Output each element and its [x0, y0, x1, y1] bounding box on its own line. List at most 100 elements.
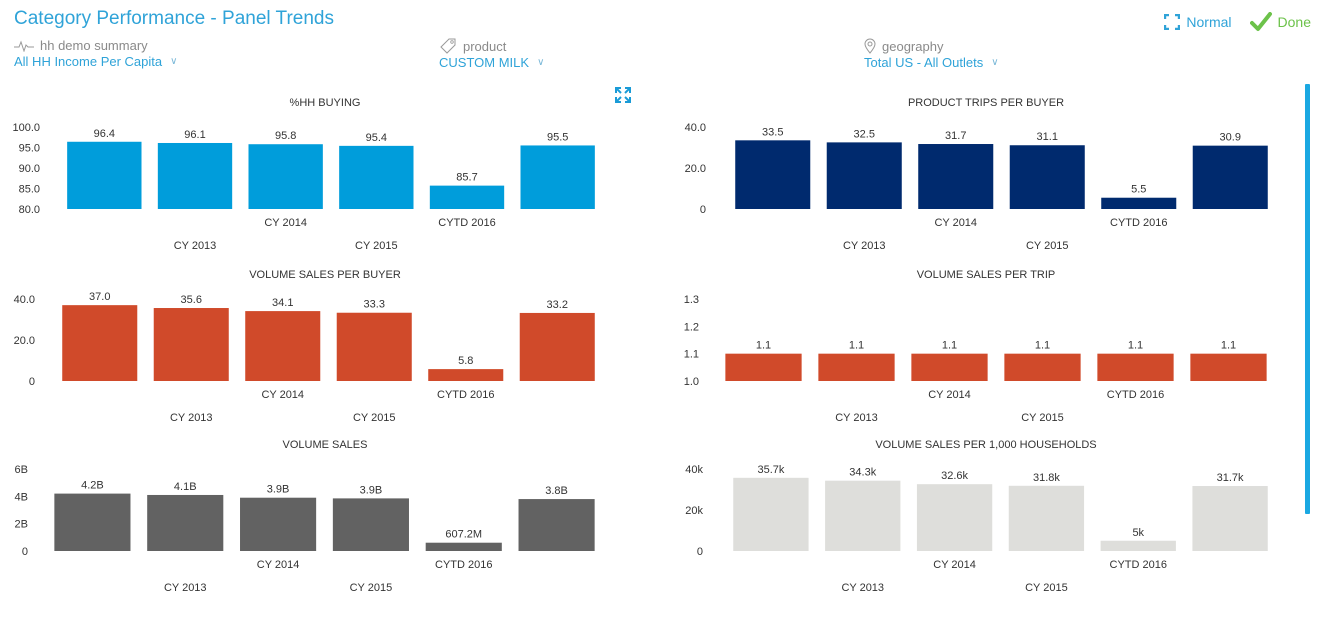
bar: [339, 145, 414, 209]
bar: [336, 312, 412, 381]
chart-volume-sales-per-trip: VOLUME SALES PER TRIP 1.0 1.1 1.2 1.3 1.1 1.1 C…: [684, 269, 1267, 424]
value-label: 34.3k: [849, 467, 876, 479]
x-tick-label: CYTD 2016: [1110, 217, 1167, 229]
bar: [240, 497, 317, 551]
x-tick-label: CY 2015: [350, 582, 393, 594]
value-label: 1.1: [1035, 340, 1050, 352]
vertical-scrollbar[interactable]: [1305, 84, 1310, 514]
expand-chart-button[interactable]: [615, 87, 631, 108]
bar: [62, 305, 138, 381]
product-dropdown[interactable]: CUSTOM MILK ∨: [439, 55, 544, 70]
value-label: 96.4: [94, 128, 115, 140]
bar: [1004, 353, 1081, 381]
fullscreen-brackets-icon: [1164, 14, 1181, 30]
bar: [818, 353, 895, 381]
value-label: 85.7: [456, 172, 477, 184]
chart-volume-sales-per-buyer: VOLUME SALES PER BUYER 0 20.0 40.0 37.0 35.6 C…: [14, 269, 595, 424]
value-label: 31.8k: [1033, 472, 1060, 484]
y-tick-label: 4B: [15, 491, 28, 503]
pulse-icon: [14, 40, 34, 52]
value-label: 1.1: [1128, 340, 1143, 352]
value-label: 34.1: [272, 297, 293, 309]
bar: [245, 311, 321, 381]
y-tick-label: 6B: [15, 464, 28, 476]
x-tick-label: CY 2015: [1021, 412, 1064, 424]
chevron-down-icon: ∨: [991, 57, 999, 68]
bar: [425, 542, 502, 551]
checkmark-icon: [1249, 12, 1272, 31]
chart-title: PRODUCT TRIPS PER BUYER: [908, 97, 1064, 109]
y-tick-label: 80.0: [19, 204, 40, 216]
filter-label: product: [463, 38, 507, 54]
geography-dropdown[interactable]: Total US - All Outlets ∨: [864, 55, 999, 70]
location-pin-icon: [864, 38, 876, 54]
x-tick-label: CY 2014: [264, 217, 307, 229]
normal-view-button[interactable]: Normal: [1164, 14, 1232, 30]
page-title: Category Performance - Panel Trends: [14, 8, 334, 29]
value-label: 35.6: [181, 294, 202, 306]
y-tick-label: 1.0: [684, 376, 699, 388]
y-tick-label: 2B: [15, 519, 28, 531]
expand-arrows-icon: [615, 87, 631, 103]
bar: [1192, 486, 1268, 551]
bar: [1192, 145, 1268, 209]
value-label: 32.6k: [941, 470, 968, 482]
chart-volume-sales: VOLUME SALES 0 2B 4B 6B 4.2B 4.1B CY 2013 3.9B CY…: [15, 439, 595, 594]
bar: [248, 144, 323, 209]
value-label: 5k: [1132, 527, 1144, 539]
bar: [1100, 540, 1176, 551]
hh-demo-dropdown[interactable]: All HH Income Per Capita ∨: [14, 54, 177, 69]
tag-icon: [440, 38, 456, 54]
y-tick-label: 1.1: [684, 349, 699, 361]
bar: [911, 353, 988, 381]
filter-geography: geography Total US - All Outlets ∨: [864, 38, 999, 71]
x-tick-label: CYTD 2016: [435, 559, 492, 571]
done-button[interactable]: Done: [1249, 12, 1311, 32]
y-tick-label: 40.0: [14, 294, 35, 306]
x-tick-label: CY 2014: [928, 389, 971, 401]
x-tick-label: CY 2015: [1025, 582, 1068, 594]
value-label: 95.4: [366, 132, 387, 144]
x-tick-label: CY 2014: [257, 559, 300, 571]
chart-title: %HH BUYING: [290, 97, 361, 109]
x-tick-label: CY 2013: [841, 582, 884, 594]
x-tick-label: CY 2015: [355, 240, 398, 252]
y-tick-label: 90.0: [19, 163, 40, 175]
bar: [147, 494, 224, 551]
value-label: 31.7k: [1217, 472, 1244, 484]
normal-label: Normal: [1186, 14, 1232, 30]
filter-value: Total US - All Outlets: [864, 55, 984, 70]
y-tick-label: 0: [697, 546, 703, 558]
bar: [733, 477, 809, 551]
value-label: 33.3: [364, 299, 385, 311]
filter-label: geography: [882, 38, 944, 54]
x-tick-label: CY 2014: [933, 559, 976, 571]
chart-title: VOLUME SALES PER TRIP: [917, 269, 1056, 281]
bar: [725, 353, 802, 381]
value-label: 33.5: [762, 126, 783, 138]
y-tick-label: 20k: [685, 505, 703, 517]
y-tick-label: 1.2: [684, 321, 699, 333]
bar: [1097, 353, 1174, 381]
y-tick-label: 40.0: [685, 122, 706, 134]
value-label: 35.7k: [757, 464, 784, 476]
filter-hh-demo: hh demo summary All HH Income Per Capita…: [14, 38, 177, 69]
bar: [735, 140, 811, 209]
x-tick-label: CYTD 2016: [1107, 389, 1164, 401]
value-label: 95.5: [547, 131, 568, 143]
y-tick-label: 0: [22, 546, 28, 558]
x-tick-label: CY 2015: [353, 412, 396, 424]
bar: [157, 142, 233, 209]
value-label: 3.8B: [545, 485, 568, 497]
chart-volume-sales-per-1000-households: VOLUME SALES PER 1,000 HOUSEHOLDS 0 20k 40k…: [685, 439, 1268, 594]
value-label: 4.2B: [81, 480, 104, 492]
y-tick-label: 100.0: [12, 122, 40, 134]
y-tick-label: 95.0: [19, 143, 40, 155]
value-label: 1.1: [849, 340, 864, 352]
bar: [332, 498, 409, 551]
bar: [1101, 197, 1177, 209]
chevron-down-icon: ∨: [537, 57, 545, 68]
value-label: 1.1: [942, 340, 957, 352]
x-tick-label: CY 2013: [835, 412, 878, 424]
bar: [518, 499, 595, 551]
